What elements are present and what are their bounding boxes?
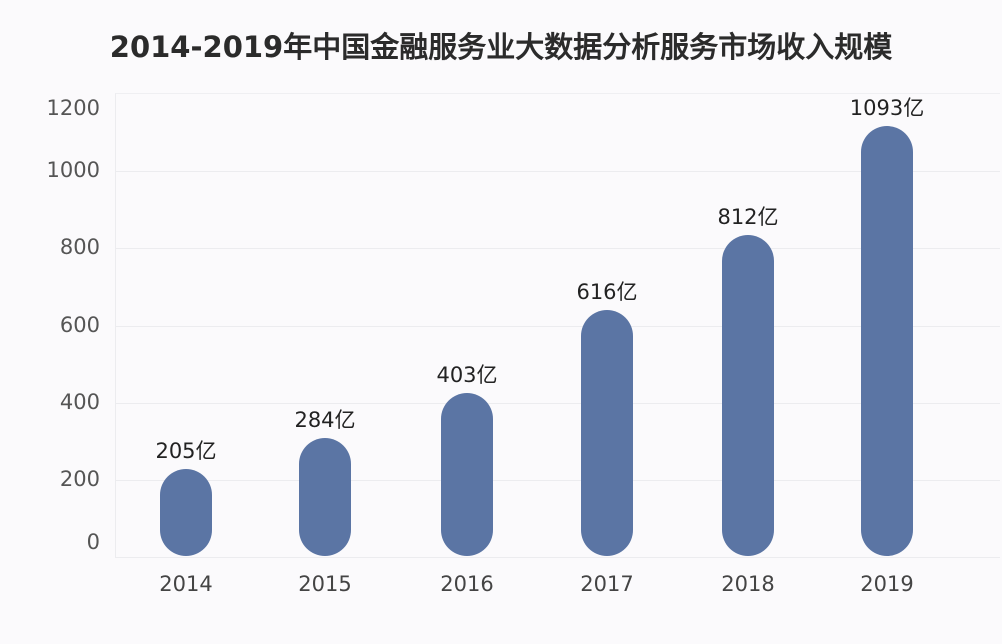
data-label: 1093亿	[849, 96, 925, 121]
gridline	[116, 171, 1000, 173]
bar-2019	[861, 126, 913, 556]
gridline	[116, 479, 1000, 481]
x-tick-label: 2018	[721, 572, 775, 596]
data-label: 812亿	[717, 204, 779, 229]
bar-2016	[441, 392, 493, 556]
gridline	[116, 402, 1000, 404]
data-label: 205亿	[155, 438, 217, 463]
y-tick-label: 0	[86, 530, 100, 554]
data-label: 403亿	[436, 362, 498, 387]
y-tick-label: 600	[59, 312, 100, 337]
x-tick-label: 2014	[159, 572, 213, 596]
y-tick-label: 1000	[46, 158, 100, 183]
y-tick-label: 1200	[46, 96, 100, 120]
bar-2015	[299, 438, 351, 556]
x-tick-label: 2017	[580, 572, 634, 596]
y-tick-label: 400	[59, 389, 100, 414]
data-label: 616亿	[576, 280, 638, 305]
bar-2014	[160, 468, 212, 556]
bar-2017	[581, 310, 633, 556]
y-tick-label: 200	[59, 466, 100, 491]
y-tick-label: 800	[59, 235, 100, 260]
x-tick-label: 2019	[860, 572, 914, 596]
gridline	[116, 248, 1000, 250]
x-tick-label: 2015	[298, 572, 352, 596]
plot-area	[115, 93, 1000, 558]
x-tick-label: 2016	[440, 572, 494, 596]
gridline	[116, 325, 1000, 327]
data-label: 284亿	[294, 408, 356, 433]
bar-2018	[722, 234, 774, 556]
chart-title: 2014-2019年中国金融服务业大数据分析服务市场收入规模	[109, 30, 893, 64]
